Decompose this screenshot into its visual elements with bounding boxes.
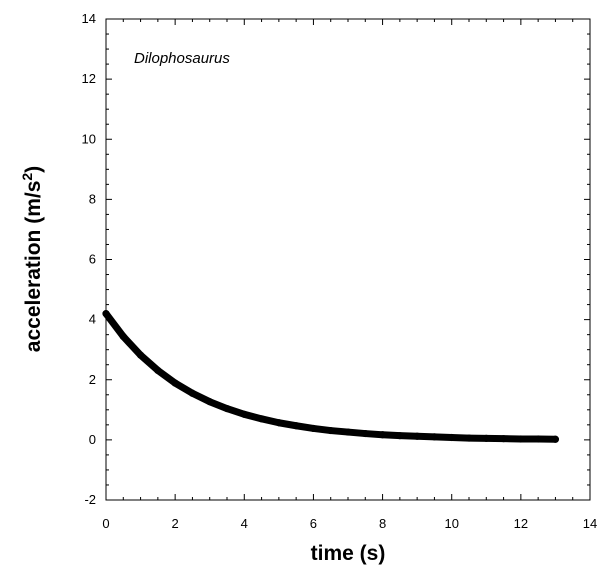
data-point [154,366,162,375]
y-axis-title-main: acceleration (m/s [22,181,45,353]
data-point [517,435,525,443]
y-tick-label: 4 [89,312,96,327]
data-point [344,428,352,436]
y-tick-label: -2 [84,492,96,507]
data-point [327,426,335,435]
y-axis-title-close: ) [22,166,45,173]
species-annotation: Dilophosaurus [134,50,230,67]
data-point [309,424,318,433]
data-point [396,432,404,440]
data-point [275,419,283,427]
data-point [292,422,300,430]
data-point [551,435,560,443]
data-point [465,434,473,442]
data-point [534,435,542,443]
x-tick-label: 14 [583,516,597,531]
y-tick-label: 0 [89,432,96,447]
x-axis-title: time (s) [311,542,386,565]
data-point [378,431,387,439]
x-tick-label: 6 [310,516,317,531]
data-point [430,433,439,441]
data-point [119,332,127,341]
series-layer [102,310,560,443]
y-tick-labels: -2 0 2 4 6 8 10 12 14 [82,11,96,507]
y-tick-label: 2 [89,372,96,387]
x-tick-labels: 0 2 4 6 8 10 12 14 [102,516,597,531]
x-tick-label: 12 [514,516,528,531]
y-tick-label: 6 [89,252,96,267]
data-point [171,379,179,387]
x-tick-label: 8 [379,516,386,531]
data-point [136,351,145,359]
data-point [223,405,231,413]
series-line [102,310,559,443]
data-point [413,432,421,440]
data-point [257,415,266,423]
y-tick-label: 8 [89,191,96,206]
data-point [240,410,248,418]
data-point [361,429,369,438]
data-point [188,389,197,397]
plot-frame [105,18,591,501]
data-point [206,398,214,406]
x-tick-label: 4 [241,516,248,531]
y-tick-label: 10 [82,131,96,146]
y-axis-title-superscript: 2 [19,173,35,181]
data-point [499,435,508,443]
y-tick-label: 14 [82,11,96,26]
data-point [448,433,456,442]
x-tick-label: 10 [444,516,458,531]
y-tick-label: 12 [82,71,96,86]
tick-marks [105,18,591,501]
y-axis-title: acceleration (m/s2) [19,166,45,352]
data-point [482,434,490,442]
x-tick-label: 0 [102,516,109,531]
x-tick-label: 2 [172,516,179,531]
